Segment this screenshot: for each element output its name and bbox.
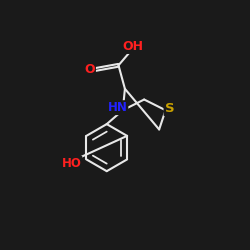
Text: HN: HN [108, 101, 127, 114]
Text: S: S [164, 102, 174, 115]
Text: OH: OH [122, 40, 143, 53]
Text: O: O [84, 63, 95, 76]
Text: HO: HO [62, 157, 82, 170]
